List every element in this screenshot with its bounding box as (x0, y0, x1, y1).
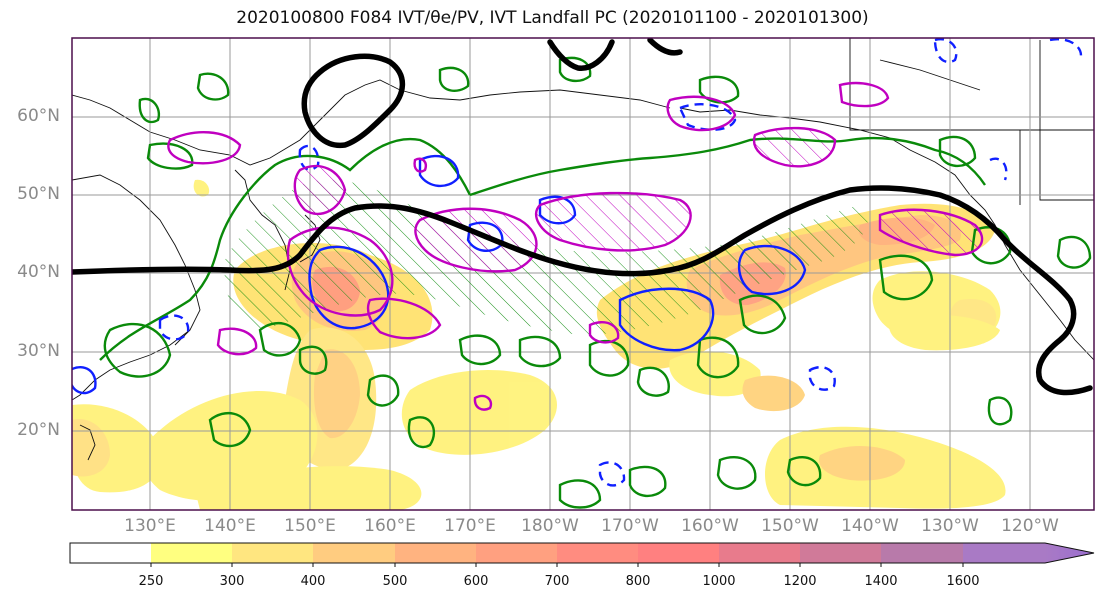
colorbar-tick-label: 700 (544, 574, 570, 589)
colorbar-tick-label: 800 (625, 574, 651, 589)
lon-label-130w: 130°W (921, 516, 979, 536)
colorbar-tick-label: 600 (463, 574, 489, 589)
lat-label-60n: 60°N (17, 106, 60, 126)
map-frame (71, 37, 1095, 511)
lon-label-130e: 130°E (124, 516, 176, 536)
colorbar-tick-label: 1200 (783, 574, 817, 589)
colorbar-tick-label: 400 (300, 574, 326, 589)
lon-label-150w: 150°W (761, 516, 819, 536)
colorbar-tick-label: 300 (219, 574, 245, 589)
pv-contours (167, 81, 984, 411)
lon-label-170w: 170°W (601, 516, 659, 536)
lat-label-20n: 20°N (17, 420, 60, 440)
colorbar-tick-label: 1600 (946, 574, 980, 589)
lon-label-180w: 180°W (521, 516, 579, 536)
map-title: 2020100800 F084 IVT/θe/PV, IVT Landfall … (236, 8, 869, 28)
geopotential-contours (72, 38, 1093, 396)
lon-label-140e: 140°E (204, 516, 256, 536)
lon-label-160e: 160°E (364, 516, 416, 536)
lat-label-30n: 30°N (17, 341, 60, 361)
lon-label-170e: 170°E (444, 516, 496, 536)
lon-label-160w: 160°W (681, 516, 739, 536)
lon-label-140w: 140°W (841, 516, 899, 536)
lon-label-120w: 120°W (1001, 516, 1059, 536)
colorbar-tick-label: 250 (138, 574, 164, 589)
colorbar (69, 542, 1095, 567)
lat-label-50n: 50°N (17, 184, 60, 204)
colorbar-tick-label: 1400 (864, 574, 898, 589)
dashed-contours (72, 38, 1083, 487)
colorbar-tick-label: 500 (382, 574, 408, 589)
map-plot-area (72, 38, 1094, 510)
lon-label-150e: 150°E (284, 516, 336, 536)
colorbar-tick-label: 1000 (702, 574, 736, 589)
lat-label-40n: 40°N (17, 262, 60, 282)
